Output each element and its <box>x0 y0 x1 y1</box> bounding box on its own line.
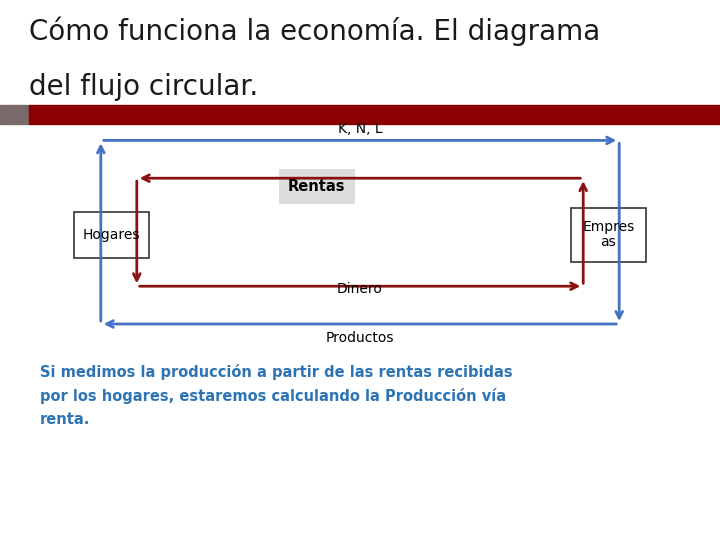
Text: Cómo funciona la economía. El diagrama: Cómo funciona la economía. El diagrama <box>29 16 600 46</box>
Text: K, N, L: K, N, L <box>338 122 382 136</box>
Text: Productos: Productos <box>325 330 395 345</box>
Text: Si medimos la producción a partir de las rentas recibidas
por los hogares, estar: Si medimos la producción a partir de las… <box>40 364 512 427</box>
FancyBboxPatch shape <box>279 168 355 204</box>
Text: Dinero: Dinero <box>337 282 383 296</box>
Text: Rentas: Rentas <box>288 179 346 194</box>
FancyBboxPatch shape <box>571 208 647 262</box>
Text: Empres
as: Empres as <box>582 220 634 249</box>
Bar <box>0 105 29 124</box>
Bar <box>29 105 720 124</box>
Text: Hogares: Hogares <box>83 228 140 242</box>
Text: del flujo circular.: del flujo circular. <box>29 73 258 101</box>
FancyBboxPatch shape <box>73 212 150 258</box>
